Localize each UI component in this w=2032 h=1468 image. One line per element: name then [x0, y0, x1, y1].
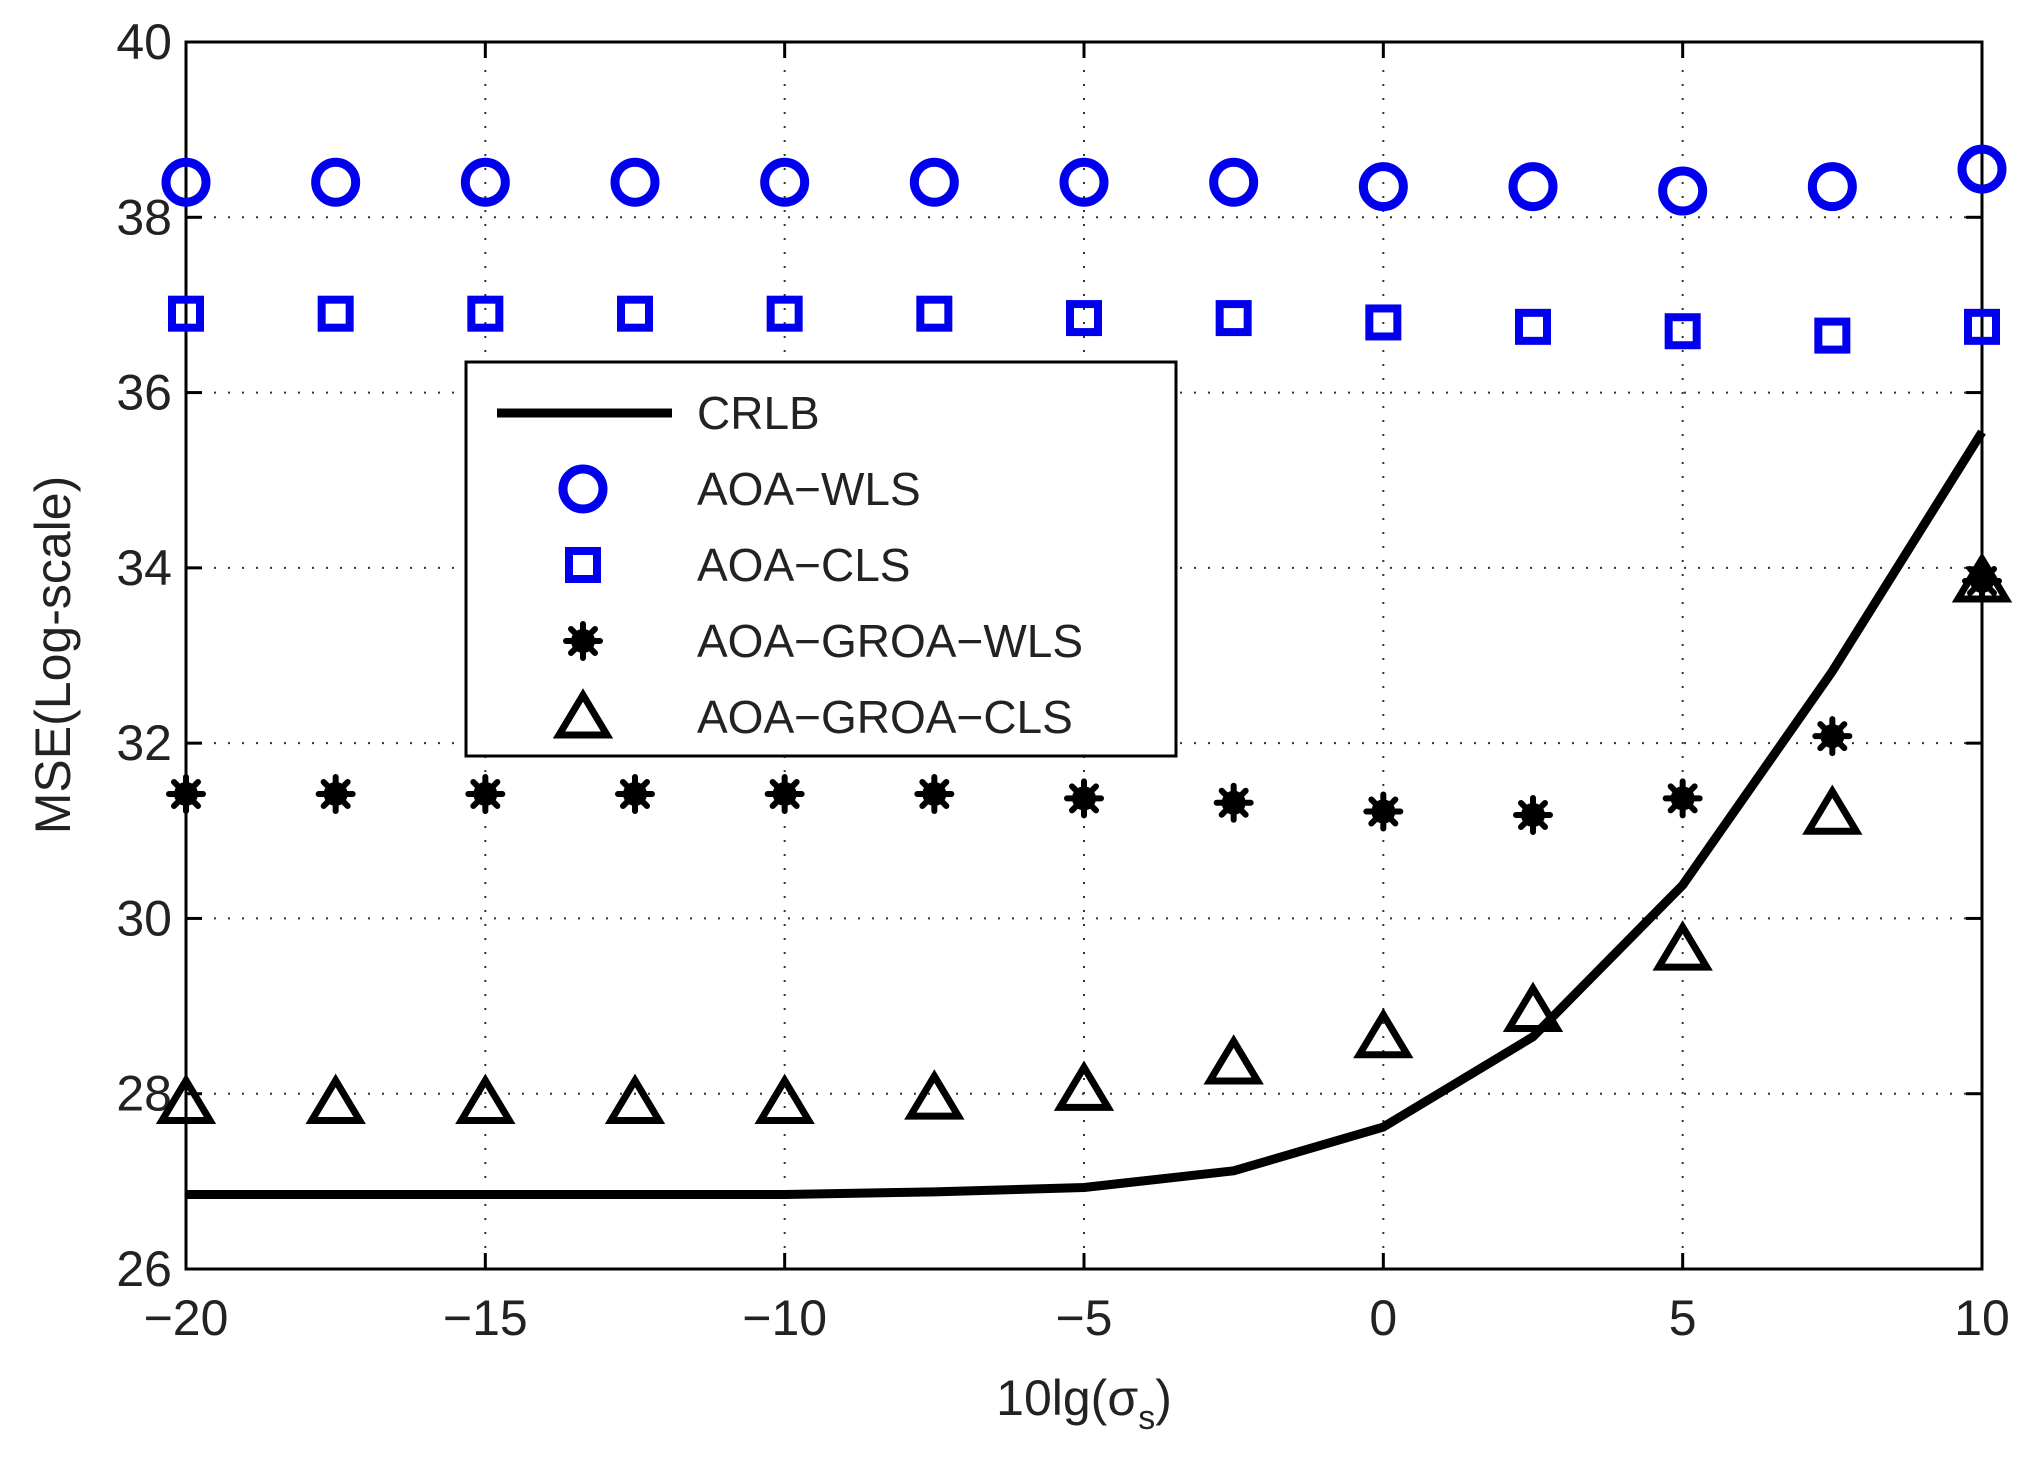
- data-point-aoa-wls: [1957, 144, 2007, 194]
- data-point-aoa-cls: [766, 295, 803, 332]
- x-tick-label: 5: [1669, 1290, 1697, 1346]
- legend-label-aoa-groa-wls: AOA−GROA−WLS: [697, 615, 1083, 667]
- data-point-aoa-groa-cls: [904, 1069, 965, 1120]
- data-point-aoa-cls: [617, 295, 653, 332]
- data-point-aoa-wls: [1658, 166, 1708, 216]
- data-point-aoa-cls: [1365, 304, 1402, 341]
- y-tick-label: 38: [116, 189, 172, 245]
- data-point-aoa-groa-cls: [455, 1073, 516, 1124]
- data-point-aoa-cls: [168, 295, 204, 332]
- data-point-aoa-cls: [1814, 317, 1851, 354]
- data-point-aoa-wls: [1807, 162, 1857, 212]
- data-point-aoa-cls: [467, 295, 504, 332]
- y-tick-label: 26: [116, 1241, 172, 1297]
- data-point-aoa-wls: [1508, 162, 1558, 212]
- legend-symbol-aoa-cls: [565, 547, 601, 583]
- data-point-aoa-wls: [460, 157, 510, 207]
- data-point-aoa-groa-wls: [315, 773, 356, 814]
- x-tick-label: 0: [1369, 1290, 1397, 1346]
- data-point-aoa-groa-cls: [1652, 920, 1713, 971]
- data-point-aoa-cls: [1664, 313, 1701, 350]
- data-point-aoa-cls: [916, 295, 953, 332]
- legend-symbol-aoa-groa-cls: [552, 688, 614, 739]
- y-tick-label: 32: [116, 715, 172, 771]
- y-tick-label: 28: [116, 1066, 172, 1122]
- data-point-aoa-wls: [760, 157, 810, 207]
- data-point-aoa-wls: [1358, 162, 1408, 212]
- x-tick-label: −10: [742, 1290, 827, 1346]
- series-line-crlb: [186, 429, 1986, 1200]
- legend: CRLB AOA−WLS AOA−CLS AOA−GROA−WLS AOA−GR…: [464, 360, 1178, 758]
- x-tick-label: −15: [443, 1290, 528, 1346]
- legend-symbol-aoa-groa-wls: [563, 621, 603, 661]
- legend-label-aoa-cls: AOA−CLS: [697, 539, 911, 591]
- data-point-aoa-cls: [1066, 300, 1102, 337]
- data-point-aoa-groa-wls: [1812, 716, 1853, 757]
- data-point-aoa-wls: [909, 157, 959, 207]
- x-tick-label: 10: [1954, 1290, 2010, 1346]
- data-point-aoa-groa-cls: [305, 1073, 366, 1124]
- x-tick-label: −20: [144, 1290, 229, 1346]
- data-point-aoa-groa-wls: [914, 773, 955, 814]
- data-point-aoa-cls: [317, 295, 354, 332]
- data-point-aoa-wls: [610, 157, 660, 207]
- y-tick-label: 30: [116, 890, 172, 946]
- data-point-aoa-groa-cls: [155, 1073, 217, 1124]
- data-point-aoa-groa-wls: [166, 773, 206, 814]
- data-point-aoa-groa-cls: [604, 1073, 666, 1124]
- data-point-aoa-groa-wls: [615, 773, 655, 814]
- y-axis-title: MSE(Log-scale): [25, 476, 81, 834]
- legend-symbols: [497, 408, 672, 739]
- data-point-aoa-groa-wls: [1213, 782, 1254, 823]
- data-point-aoa-cls: [1515, 308, 1551, 345]
- sigma-symbol: σ: [1107, 1370, 1138, 1426]
- data-point-aoa-wls: [311, 157, 361, 207]
- data-point-aoa-groa-cls: [1053, 1060, 1115, 1111]
- series-aoa-groa-cls: [155, 552, 2013, 1124]
- legend-box: [464, 360, 1178, 758]
- data-point-aoa-groa-wls: [1662, 778, 1703, 819]
- series: [155, 144, 2013, 1200]
- y-tick-label: 40: [116, 14, 172, 70]
- data-point-aoa-groa-cls: [1502, 981, 1564, 1032]
- sigma-subscript: s: [1138, 1399, 1155, 1437]
- data-point-aoa-groa-wls: [1513, 795, 1553, 836]
- series-aoa-groa-wls: [166, 561, 2002, 836]
- data-point-aoa-groa-wls: [1064, 778, 1104, 819]
- data-point-aoa-groa-cls: [754, 1073, 815, 1124]
- data-point-aoa-groa-wls: [1363, 791, 1404, 832]
- data-point-aoa-cls: [1215, 300, 1252, 337]
- data-point-aoa-groa-wls: [465, 773, 506, 814]
- data-point-aoa-groa-cls: [1951, 552, 2013, 603]
- data-point-aoa-groa-cls: [1802, 784, 1863, 835]
- series-aoa-cls: [168, 295, 2000, 354]
- legend-label-aoa-wls: AOA−WLS: [697, 463, 921, 515]
- data-point-aoa-wls: [1059, 157, 1109, 207]
- legend-label-aoa-groa-cls: AOA−GROA−CLS: [697, 691, 1073, 743]
- y-tick-label: 34: [116, 540, 172, 596]
- y-tick-label: 36: [116, 365, 172, 421]
- legend-label-crlb: CRLB: [697, 387, 820, 439]
- legend-symbol-aoa-wls: [558, 464, 608, 514]
- data-point-aoa-groa-cls: [1203, 1034, 1264, 1085]
- data-point-aoa-cls: [1964, 308, 2000, 345]
- data-point-aoa-wls: [1209, 157, 1259, 207]
- axis-ticks: −20 −15 −10 −5 0 5 10 26 28 30 32 34 36 38 40: [116, 14, 2009, 1346]
- data-point-aoa-wls: [161, 157, 211, 207]
- x-tick-label: −5: [1055, 1290, 1112, 1346]
- x-axis-title: 10lg(σs): [996, 1370, 1172, 1437]
- data-point-aoa-groa-wls: [764, 773, 805, 814]
- series-aoa-wls: [161, 144, 2007, 216]
- data-point-aoa-groa-cls: [1353, 1007, 1414, 1059]
